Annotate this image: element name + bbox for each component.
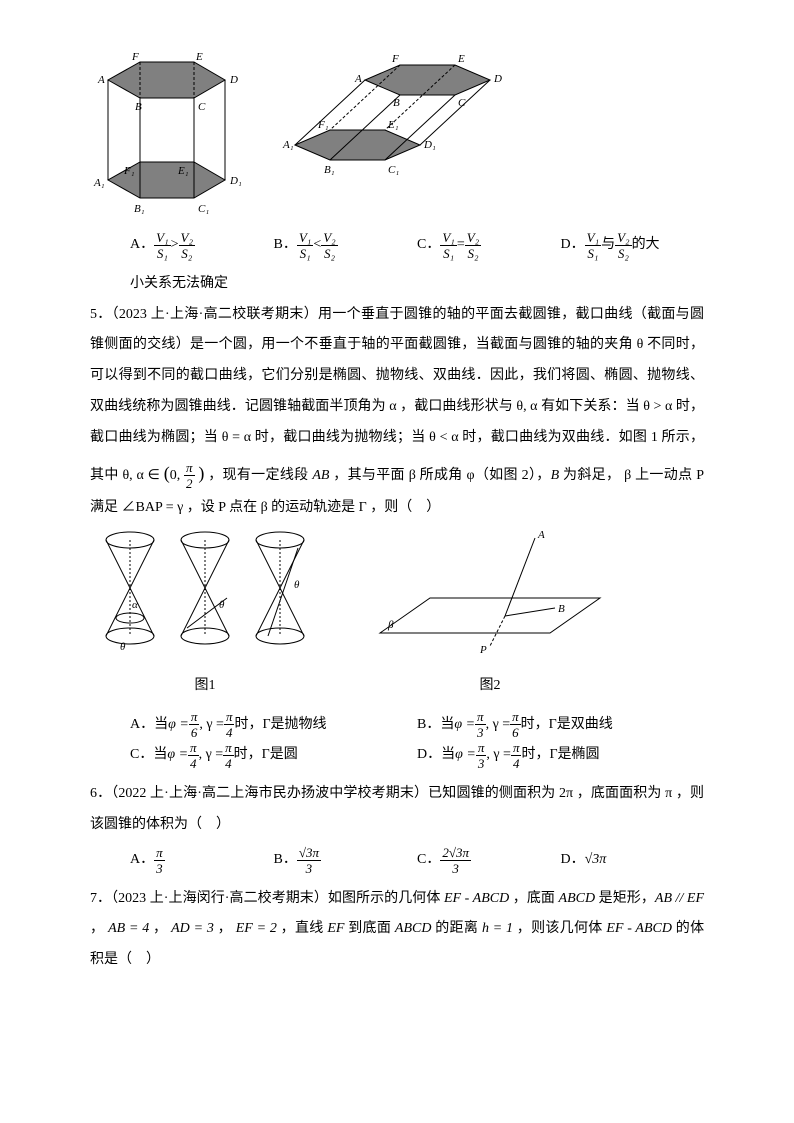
svg-text:F₁: F₁ (317, 119, 329, 131)
svg-text:C₁: C₁ (388, 164, 399, 176)
svg-text:E: E (195, 51, 203, 63)
svg-text:C₁: C₁ (198, 203, 209, 215)
svg-text:E: E (457, 53, 465, 65)
svg-text:B: B (135, 101, 142, 113)
q6-opt-d: D．√3π (561, 845, 705, 876)
svg-text:P: P (479, 644, 487, 656)
svg-text:E₁: E₁ (387, 119, 399, 131)
fig2-caption: 图2 (360, 671, 620, 702)
q6-stem: 6．（2022 上·上海·高二上海市民办扬波中学校考期末）已知圆锥的侧面积为 2… (90, 779, 704, 841)
fig1-caption: 图1 (90, 671, 320, 702)
svg-text:D: D (493, 73, 502, 85)
q5-options: A．当 φ = π6 , γ = π4 时，Γ是抛物线 B．当 φ = π3 ,… (90, 710, 704, 772)
plane-fig: A B P β (360, 528, 620, 658)
svg-text:F: F (391, 53, 399, 65)
q7-stem: 7．（2023 上·上海闵行·高二校考期末）如图所示的几何体 EF - ABCD… (90, 884, 704, 976)
svg-text:θ: θ (219, 599, 225, 611)
svg-text:β: β (387, 619, 394, 631)
svg-text:E₁: E₁ (177, 165, 189, 177)
svg-text:D: D (229, 74, 238, 86)
q5-stem: 5．（2023 上·上海·高二校联考期末）用一个垂直于圆锥的轴的平面去截圆锥，截… (90, 300, 704, 524)
svg-text:D₁: D₁ (229, 175, 242, 187)
prism-oblique: A B C D E F A₁ B₁ C₁ D₁ E₁ F₁ (280, 50, 510, 190)
q6-opt-b: B． √3π3 (274, 845, 418, 876)
svg-text:F: F (131, 51, 139, 63)
q5-opt-c: C．当 φ = π4 , γ = π4 时，Γ是圆 (130, 740, 417, 771)
prism-upright: A B C D E F A₁ B₁ C₁ D₁ E₁ F₁ (90, 50, 250, 220)
svg-text:A: A (537, 529, 545, 541)
svg-text:A: A (354, 73, 362, 85)
q4-tail: 小关系无法确定 (90, 269, 704, 300)
q4-opt-d: D． V₁S₁ 与 V₂S₂ 的大 (561, 230, 705, 261)
q4-options: A． V₁S₁ > V₂S₂ B． V₁S₁ < V₂S₂ C． V₁S₁ = … (90, 230, 704, 261)
svg-text:C: C (458, 97, 466, 109)
q6-opt-c: C． 2√3π3 (417, 845, 561, 876)
svg-text:B: B (558, 603, 565, 615)
svg-text:A₁: A₁ (93, 177, 105, 189)
q4-figures: A B C D E F A₁ B₁ C₁ D₁ E₁ F₁ A B C D E … (90, 50, 704, 220)
q5-opt-a: A．当 φ = π6 , γ = π4 时，Γ是抛物线 (130, 710, 417, 741)
q5-figures: θ α θ θ 图1 (90, 528, 704, 702)
cone-section-figs: θ α θ θ (90, 528, 320, 658)
svg-text:B₁: B₁ (134, 203, 145, 215)
svg-text:C: C (198, 101, 206, 113)
q4-opt-b: B． V₁S₁ < V₂S₂ (274, 230, 418, 261)
svg-text:A: A (97, 74, 105, 86)
q5-opt-b: B．当 φ = π3 , γ = π6 时，Γ是双曲线 (417, 710, 704, 741)
svg-text:A₁: A₁ (282, 139, 294, 151)
svg-text:θ: θ (120, 641, 126, 653)
svg-text:B: B (393, 97, 400, 109)
q6-options: A． π3 B． √3π3 C． 2√3π3 D．√3π (90, 845, 704, 876)
q5-opt-d: D．当 φ = π3 , γ = π4 时，Γ是椭圆 (417, 740, 704, 771)
q4-opt-a: A． V₁S₁ > V₂S₂ (130, 230, 274, 261)
svg-text:D₁: D₁ (423, 139, 436, 151)
svg-text:B₁: B₁ (324, 164, 335, 176)
svg-text:α: α (132, 599, 138, 611)
svg-text:θ: θ (294, 579, 300, 591)
svg-text:F₁: F₁ (123, 165, 135, 177)
q4-opt-c: C． V₁S₁ = V₂S₂ (417, 230, 561, 261)
q6-opt-a: A． π3 (130, 845, 274, 876)
